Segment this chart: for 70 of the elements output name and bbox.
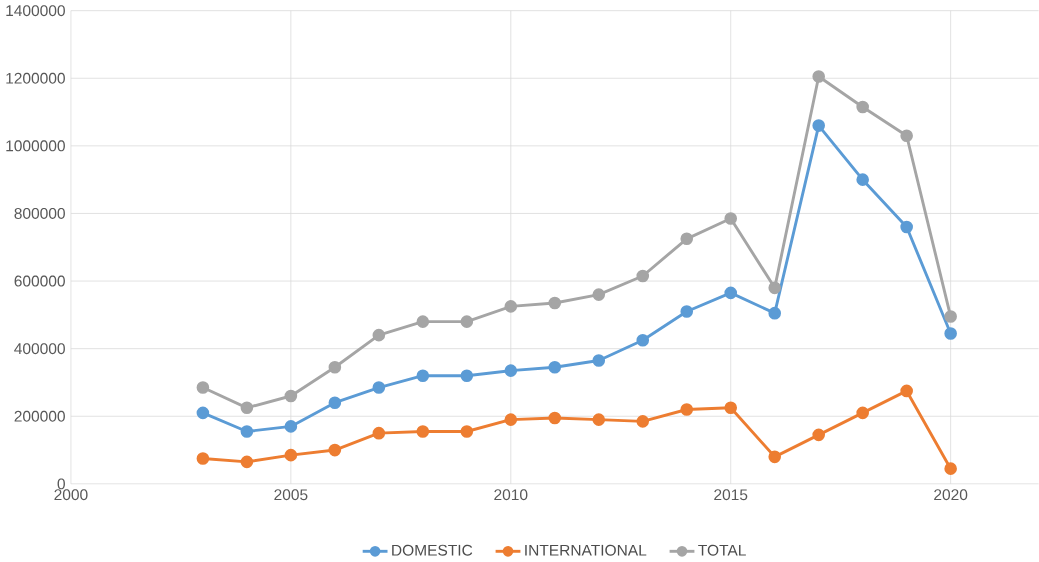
point [636, 269, 650, 283]
y-tick-label: 400000 [14, 343, 65, 355]
point [328, 396, 342, 410]
point [944, 462, 957, 476]
point [592, 288, 606, 302]
point [768, 281, 782, 295]
y-tick-label: 1400000 [6, 5, 65, 17]
x-tick-label: 2015 [714, 489, 748, 501]
point [328, 361, 342, 374]
point [900, 220, 913, 234]
x-tick-label: 2020 [934, 489, 968, 501]
point [372, 328, 386, 342]
point [944, 327, 957, 340]
point [856, 173, 869, 187]
point [944, 310, 957, 323]
y-tick-label: 1200000 [6, 72, 65, 84]
point [812, 428, 825, 442]
point [460, 425, 474, 438]
y-tick-label: 200000 [14, 410, 65, 422]
point [856, 406, 869, 420]
y-tick-label: 800000 [14, 208, 65, 220]
point [680, 232, 694, 246]
point [284, 389, 298, 403]
point [636, 415, 650, 428]
point [240, 425, 254, 438]
y-tick-label: 0 [57, 478, 65, 490]
point [416, 315, 430, 329]
point [724, 401, 738, 415]
x-tick-label: 2000 [54, 489, 88, 501]
point [548, 296, 562, 310]
x-tick-label: 2010 [494, 489, 528, 501]
point [504, 300, 518, 313]
point [812, 70, 825, 83]
point [724, 286, 738, 300]
point [284, 448, 298, 462]
point [900, 129, 913, 143]
point [548, 411, 562, 425]
y-tick-label: 600000 [14, 275, 65, 287]
point [328, 443, 342, 457]
legend-label: INTERNATIONAL [525, 544, 647, 556]
legend-label: TOTAL [698, 544, 746, 556]
point [592, 413, 606, 427]
point [416, 425, 430, 438]
point [196, 381, 210, 394]
point [416, 369, 430, 383]
y-tick-label: 1000000 [6, 140, 65, 152]
point [196, 452, 210, 465]
point [196, 406, 210, 420]
point [372, 426, 386, 440]
point [504, 364, 518, 378]
point [240, 455, 254, 469]
point [680, 403, 694, 416]
x-tick-label: 2005 [274, 489, 308, 501]
point [768, 306, 782, 320]
point [900, 384, 913, 398]
point [680, 305, 694, 318]
point [240, 401, 254, 415]
point [592, 354, 606, 367]
point [460, 369, 474, 383]
point [372, 381, 386, 394]
legend-label: DOMESTIC [392, 544, 473, 556]
point [284, 420, 298, 433]
point [636, 334, 650, 347]
point [724, 212, 738, 225]
point [460, 315, 474, 329]
point [856, 100, 869, 114]
point [768, 450, 782, 464]
point [548, 361, 562, 374]
point [504, 413, 518, 427]
point [812, 119, 825, 132]
